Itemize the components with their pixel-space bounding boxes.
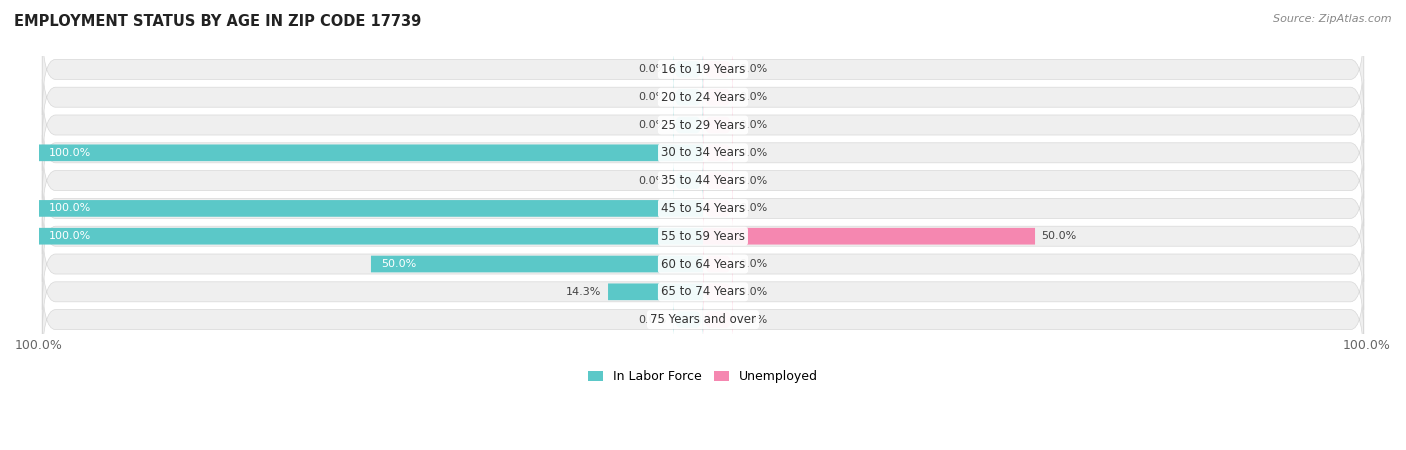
Text: 0.0%: 0.0% [638, 92, 666, 102]
FancyBboxPatch shape [42, 52, 1364, 143]
FancyBboxPatch shape [703, 272, 733, 311]
FancyBboxPatch shape [703, 106, 733, 144]
FancyBboxPatch shape [673, 78, 703, 117]
Text: 25 to 29 Years: 25 to 29 Years [661, 118, 745, 131]
FancyBboxPatch shape [42, 218, 1364, 310]
Text: 35 to 44 Years: 35 to 44 Years [661, 174, 745, 187]
Text: 0.0%: 0.0% [740, 120, 768, 130]
Text: 0.0%: 0.0% [740, 64, 768, 74]
FancyBboxPatch shape [39, 144, 703, 161]
FancyBboxPatch shape [703, 189, 733, 228]
Text: 100.0%: 100.0% [49, 148, 91, 158]
FancyBboxPatch shape [703, 78, 733, 117]
FancyBboxPatch shape [42, 274, 1364, 365]
FancyBboxPatch shape [703, 133, 733, 172]
Text: 0.0%: 0.0% [638, 315, 666, 324]
FancyBboxPatch shape [673, 106, 703, 144]
Text: 100.0%: 100.0% [49, 203, 91, 213]
FancyBboxPatch shape [42, 246, 1364, 338]
Text: 50.0%: 50.0% [381, 259, 416, 269]
Text: 16 to 19 Years: 16 to 19 Years [661, 63, 745, 76]
FancyBboxPatch shape [42, 135, 1364, 226]
Legend: In Labor Force, Unemployed: In Labor Force, Unemployed [583, 365, 823, 388]
Text: 0.0%: 0.0% [740, 92, 768, 102]
Text: 20 to 24 Years: 20 to 24 Years [661, 91, 745, 104]
Text: 45 to 54 Years: 45 to 54 Years [661, 202, 745, 215]
FancyBboxPatch shape [42, 163, 1364, 254]
FancyBboxPatch shape [42, 79, 1364, 171]
FancyBboxPatch shape [673, 50, 703, 89]
Text: 0.0%: 0.0% [638, 64, 666, 74]
FancyBboxPatch shape [703, 50, 733, 89]
Text: 75 Years and over: 75 Years and over [650, 313, 756, 326]
Text: 55 to 59 Years: 55 to 59 Years [661, 230, 745, 243]
Text: 0.0%: 0.0% [740, 203, 768, 213]
FancyBboxPatch shape [42, 191, 1364, 282]
FancyBboxPatch shape [703, 161, 733, 200]
FancyBboxPatch shape [371, 256, 703, 272]
FancyBboxPatch shape [703, 228, 1035, 244]
Text: 0.0%: 0.0% [638, 176, 666, 185]
FancyBboxPatch shape [39, 228, 703, 244]
FancyBboxPatch shape [703, 244, 733, 284]
FancyBboxPatch shape [607, 284, 703, 300]
Text: 100.0%: 100.0% [49, 231, 91, 241]
Text: 14.3%: 14.3% [567, 287, 602, 297]
FancyBboxPatch shape [673, 161, 703, 200]
Text: 0.0%: 0.0% [638, 120, 666, 130]
Text: 30 to 34 Years: 30 to 34 Years [661, 146, 745, 159]
Text: 0.0%: 0.0% [740, 315, 768, 324]
FancyBboxPatch shape [673, 300, 703, 339]
FancyBboxPatch shape [703, 300, 733, 339]
Text: 65 to 74 Years: 65 to 74 Years [661, 285, 745, 298]
Text: EMPLOYMENT STATUS BY AGE IN ZIP CODE 17739: EMPLOYMENT STATUS BY AGE IN ZIP CODE 177… [14, 14, 422, 28]
FancyBboxPatch shape [42, 24, 1364, 115]
Text: 0.0%: 0.0% [740, 259, 768, 269]
Text: 50.0%: 50.0% [1042, 231, 1077, 241]
Text: 60 to 64 Years: 60 to 64 Years [661, 257, 745, 270]
FancyBboxPatch shape [42, 107, 1364, 198]
Text: 0.0%: 0.0% [740, 148, 768, 158]
Text: 0.0%: 0.0% [740, 287, 768, 297]
Text: Source: ZipAtlas.com: Source: ZipAtlas.com [1274, 14, 1392, 23]
FancyBboxPatch shape [39, 200, 703, 217]
Text: 0.0%: 0.0% [740, 176, 768, 185]
